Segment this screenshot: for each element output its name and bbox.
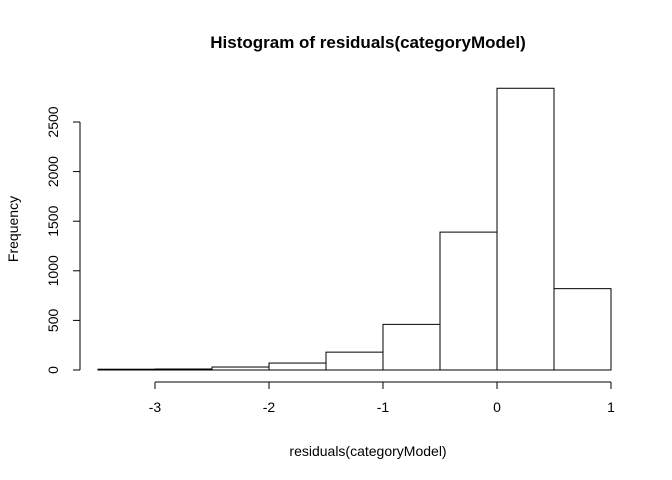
x-tick-label: -1 — [377, 399, 390, 415]
y-tick-label: 1000 — [45, 255, 61, 286]
y-axis-label: Frequency — [5, 196, 21, 262]
y-tick-label: 500 — [45, 309, 61, 333]
x-axis-label: residuals(categoryModel) — [289, 443, 446, 459]
x-axis: -3 -2 -1 0 1 — [149, 381, 615, 415]
y-tick-label: 2000 — [45, 156, 61, 187]
histogram-bar — [325, 351, 384, 371]
y-tick-label: 2500 — [45, 106, 61, 137]
x-tick-label: 1 — [607, 399, 615, 415]
histogram-bar — [553, 288, 612, 371]
histogram-bar — [439, 231, 498, 371]
histogram-bar — [382, 323, 441, 371]
histogram-bar — [97, 368, 156, 371]
histogram-bar — [268, 362, 327, 371]
y-axis: 0 500 1000 1500 2000 2500 — [45, 106, 81, 374]
x-tick-label: -2 — [263, 399, 276, 415]
y-tick-label: 0 — [45, 366, 61, 374]
histogram-bar — [211, 366, 270, 371]
y-tick-label: 1500 — [45, 205, 61, 236]
x-tick-label: 0 — [493, 399, 501, 415]
histogram-bar — [154, 368, 213, 371]
histogram-bar — [496, 87, 555, 371]
x-tick-label: -3 — [149, 399, 162, 415]
histogram-bars — [97, 87, 612, 371]
chart-title: Histogram of residuals(categoryModel) — [210, 33, 526, 52]
